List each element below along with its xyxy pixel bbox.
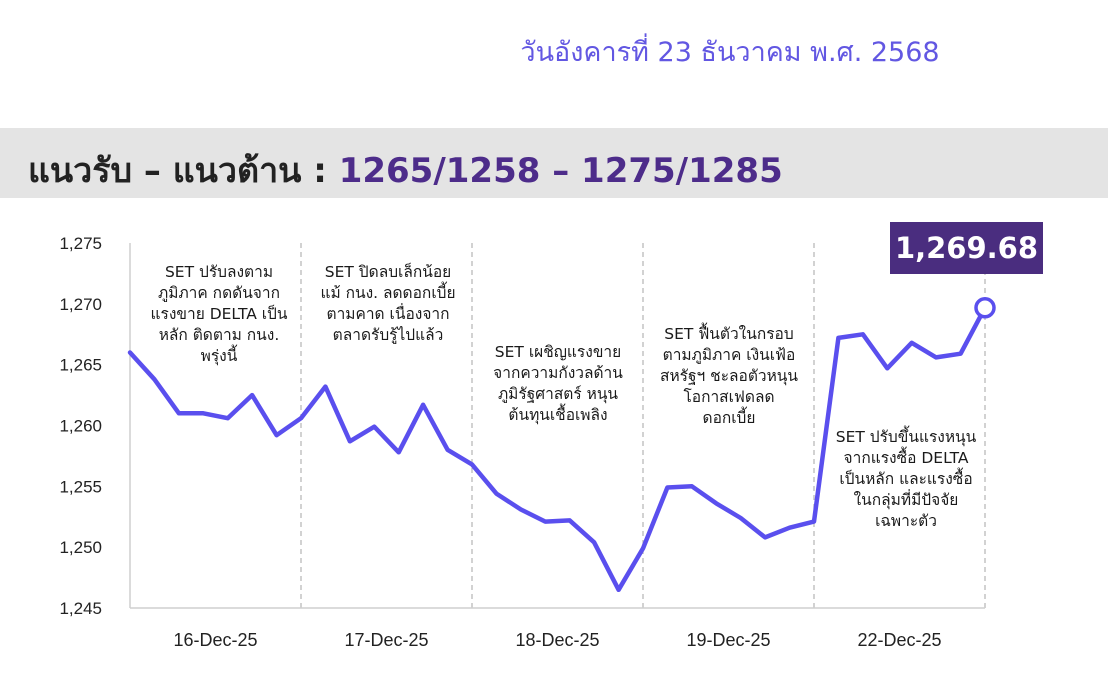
y-tick-label: 1,275 [59, 234, 102, 253]
last-point-marker [974, 296, 996, 319]
set-index-series-line [127, 305, 988, 593]
report-date: วันอังคารที่ 23 ธันวาคม พ.ศ. 2568 [520, 37, 940, 68]
x-tick-label: 19-Dec-25 [686, 630, 770, 650]
x-tick-label: 22-Dec-25 [857, 630, 941, 650]
x-tick-label: 18-Dec-25 [515, 630, 599, 650]
day-separators [300, 243, 986, 608]
y-tick-label: 1,265 [59, 356, 102, 375]
support-resistance-banner [0, 128, 1108, 198]
annotation-18-dec: SET เผชิญแรงขาย จากความกังวลด้าน ภูมิรัฐ… [493, 343, 623, 424]
y-tick-label: 1,255 [59, 477, 102, 496]
x-tick-label: 16-Dec-25 [173, 630, 257, 650]
y-tick-label: 1,250 [59, 538, 102, 557]
y-tick-label: 1,260 [59, 417, 102, 436]
series-layer [127, 296, 996, 593]
annotation-22-dec: SET ปรับขึ้นแรงหนุน จากแรงซื้อ DELTA เป็… [835, 428, 977, 530]
axes [129, 243, 985, 609]
y-tick-label: 1,270 [59, 295, 102, 314]
y-axis-ticks: 1,275 1,270 1,265 1,260 1,255 1,250 1,245 [59, 234, 102, 618]
annotation-17-dec: SET ปิดลบเล็กน้อย แม้ กนง. ลดดอกเบี้ย ตา… [320, 263, 456, 344]
x-axis-ticks: 16-Dec-25 17-Dec-25 18-Dec-25 19-Dec-25 22-D… [173, 630, 941, 650]
banner-title: แนวรับ – แนวต้าน : [28, 151, 339, 191]
support-resistance-heading: แนวรับ – แนวต้าน : 1265/1258 – 1275/1285 [28, 143, 783, 197]
last-value-label: 1,269.68 [890, 222, 1043, 274]
x-tick-label: 17-Dec-25 [344, 630, 428, 650]
annotation-19-dec: SET ฟื้นตัวในกรอบ ตามภูมิภาค เงินเฟ้อ สห… [659, 325, 799, 427]
y-tick-label: 1,245 [59, 599, 102, 618]
annotation-16-dec: SET ปรับลงตาม ภูมิภาค กดดันจาก แรงขาย DE… [150, 263, 288, 365]
banner-levels: 1265/1258 – 1275/1285 [338, 151, 783, 191]
